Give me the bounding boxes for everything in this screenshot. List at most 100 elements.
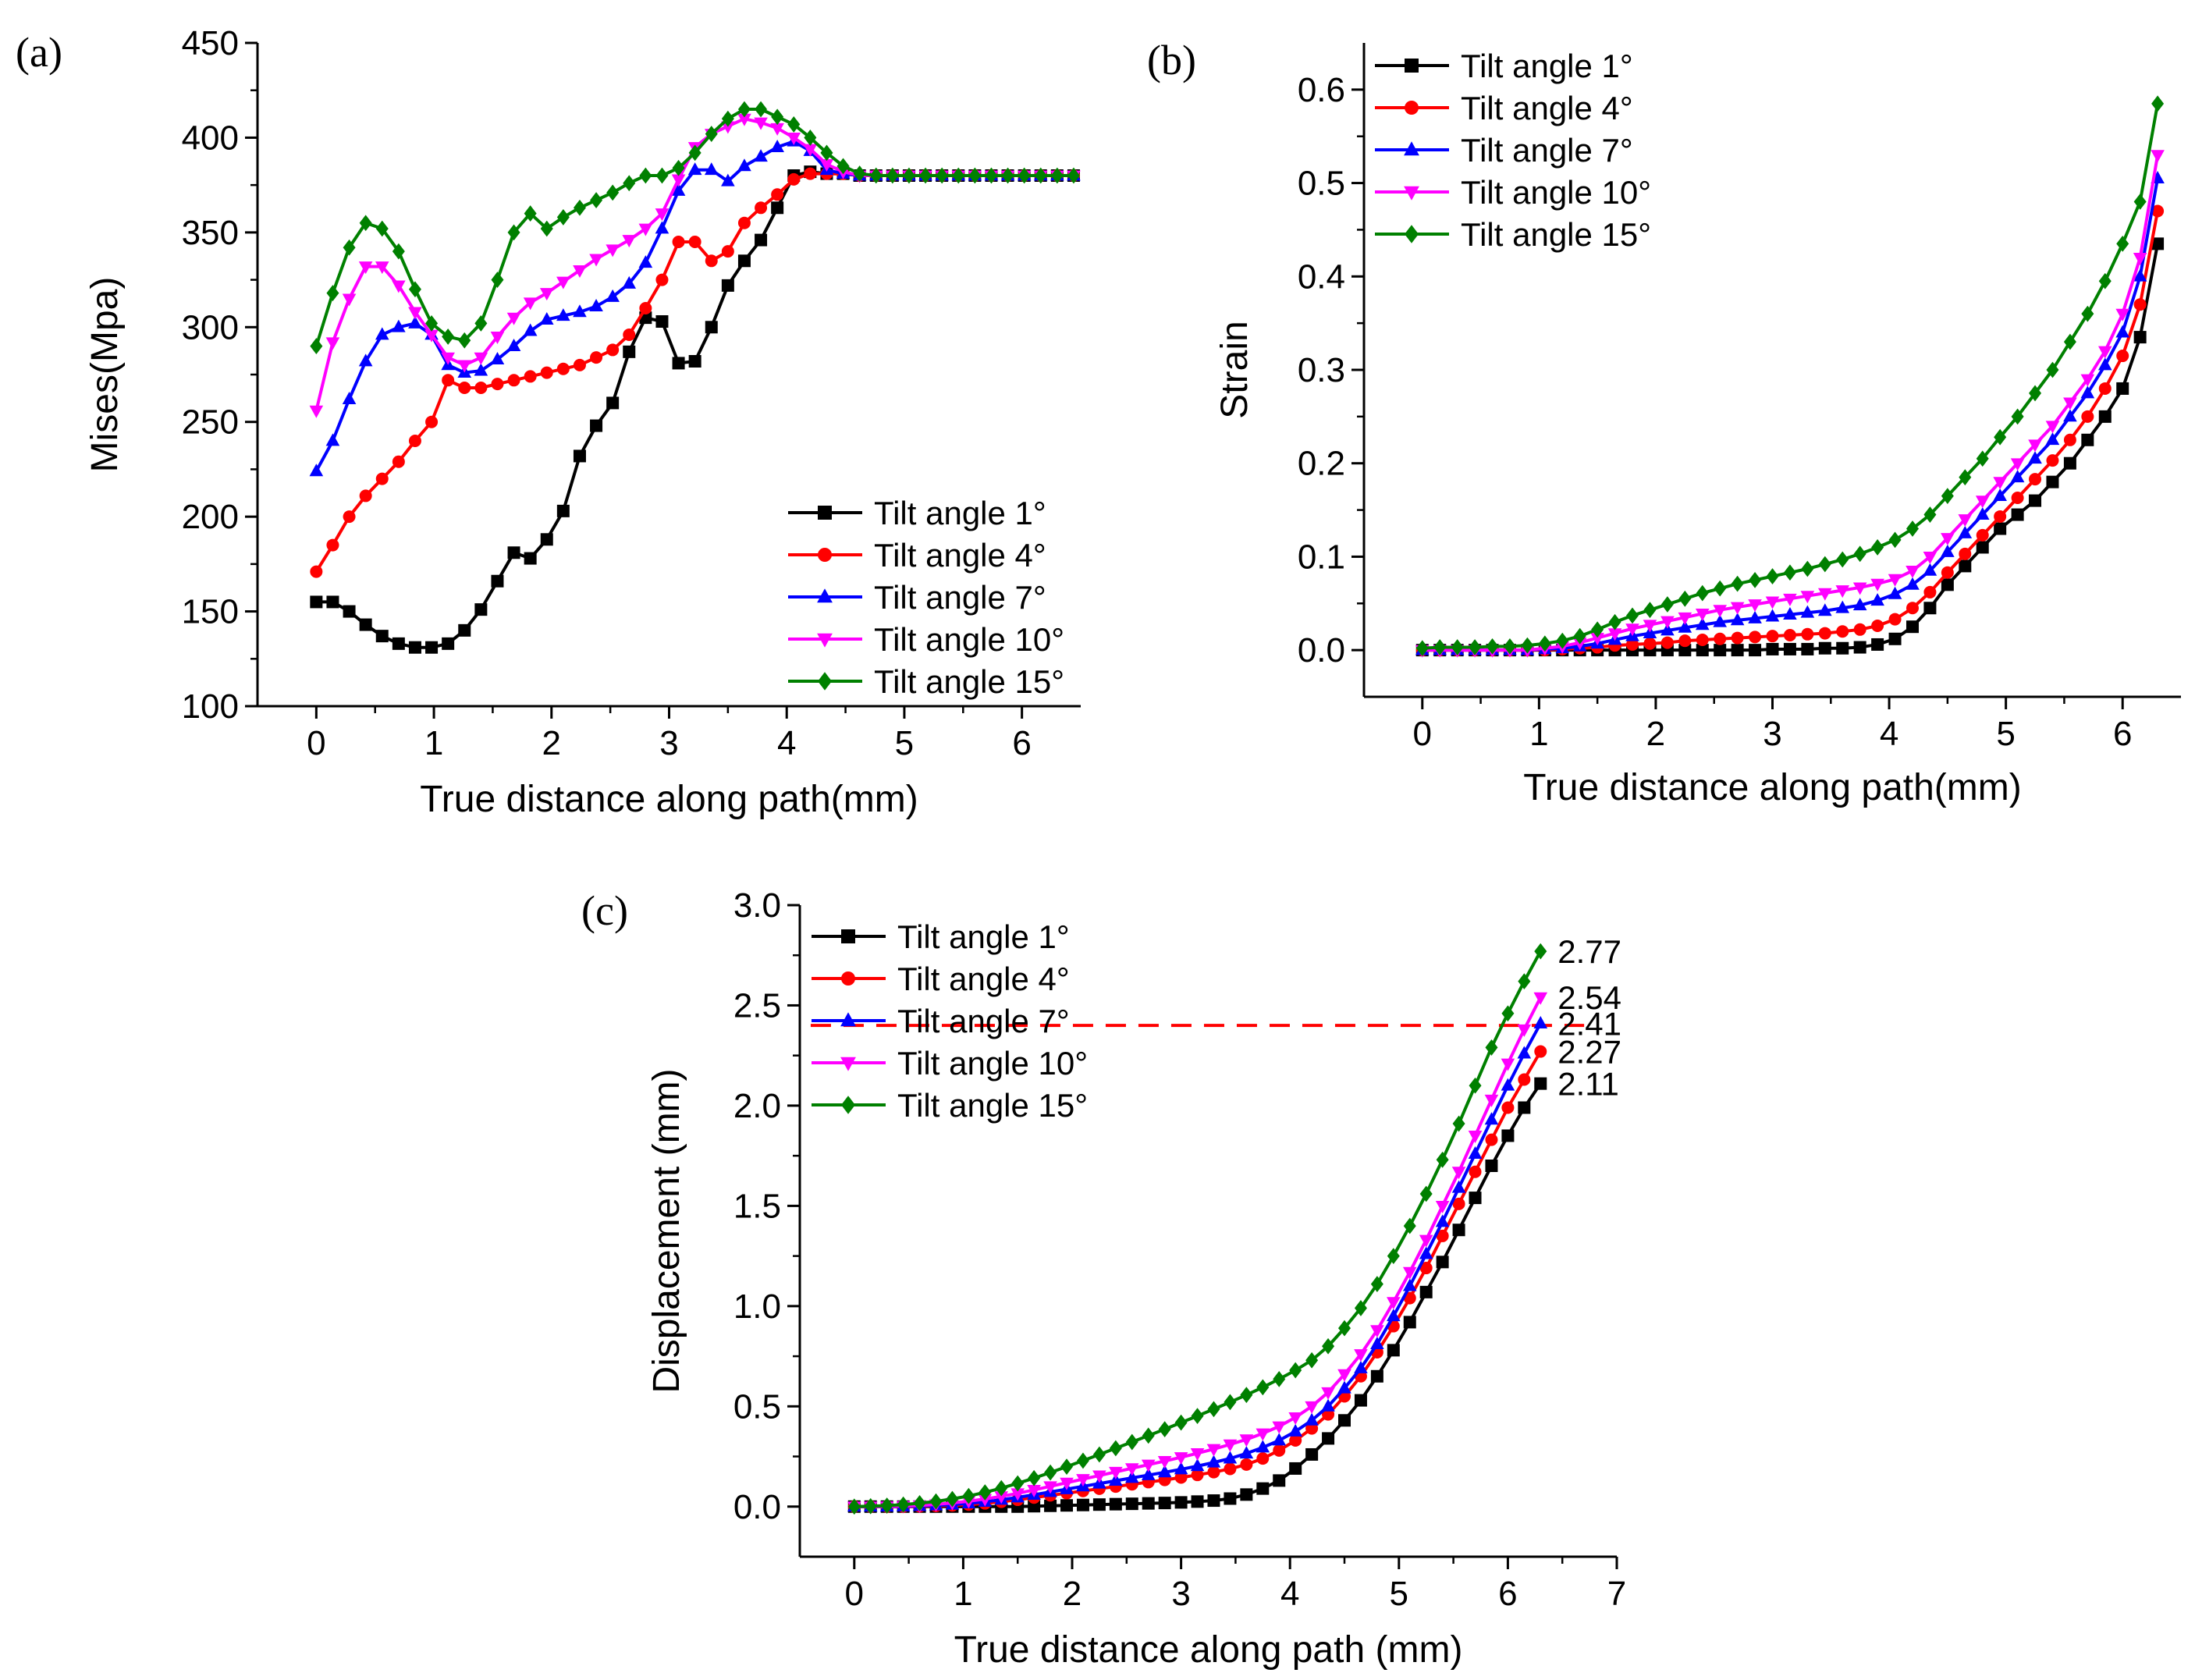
data-point (1765, 596, 1780, 609)
data-point (638, 255, 653, 268)
data-point (1941, 533, 1955, 546)
data-point (1289, 1362, 1302, 1379)
data-point (1888, 632, 1902, 645)
data-point (523, 323, 538, 336)
series-5 (1415, 95, 2165, 657)
end-labels: 2.77 2.542.412.272.11 (1557, 933, 1621, 1103)
data-point (1370, 1325, 1384, 1338)
data-point (392, 319, 406, 332)
data-point (1272, 1421, 1287, 1434)
data-point (2151, 150, 2165, 163)
data-point (1748, 599, 1762, 613)
data-point (1141, 1467, 1156, 1480)
data-point (2045, 432, 2060, 446)
data-point (655, 315, 669, 328)
data-point (1923, 563, 1937, 576)
data-point (507, 546, 520, 559)
data-point (1695, 609, 1710, 622)
data-point (573, 265, 587, 279)
data-point (310, 338, 323, 354)
data-point (1608, 613, 1621, 630)
data-point (343, 239, 356, 256)
data-point (1010, 1488, 1025, 1501)
data-point (2151, 95, 2165, 112)
data-point (968, 167, 982, 184)
data-point (1501, 1129, 1515, 1142)
data-point (606, 289, 620, 302)
data-point (622, 235, 637, 248)
data-point (1853, 545, 1866, 563)
data-point (1959, 547, 1972, 560)
data-point (1503, 638, 1516, 655)
data-point (2133, 268, 2147, 282)
data-point (1801, 642, 1814, 655)
data-point (771, 201, 784, 215)
data-point (847, 1498, 861, 1515)
data-point (1419, 1246, 1433, 1259)
y-tick-label: 100 (182, 687, 239, 726)
data-point (606, 184, 620, 201)
data-point (2133, 331, 2147, 344)
x-axis-label: True distance along path(mm) (1523, 767, 2022, 808)
data-point (474, 382, 488, 394)
legend-label: Tilt angle 7° (897, 1003, 1070, 1039)
data-point (1027, 1485, 1041, 1498)
data-point (655, 221, 670, 234)
x-tick-label: 0 (307, 724, 325, 762)
data-point (1321, 1387, 1335, 1400)
data-point (1800, 591, 1815, 604)
data-point (1730, 613, 1745, 626)
legend: Tilt angle 1° Tilt angle 4° Tilt angle 7° T… (1375, 48, 1651, 253)
data-point (491, 378, 504, 391)
data-point (1092, 1498, 1106, 1511)
data-point (1436, 1256, 1449, 1269)
data-point (458, 332, 471, 349)
data-point (1452, 1197, 1465, 1210)
data-point (1749, 630, 1762, 644)
x-tick-label: 1 (1529, 715, 1548, 753)
data-point (1607, 628, 1622, 641)
data-point (1923, 506, 1937, 523)
data-point (1256, 1482, 1270, 1495)
data-point (325, 337, 340, 350)
x-axis-label: True distance along path (mm) (954, 1629, 1463, 1671)
data-point (326, 595, 339, 609)
data-point (1240, 1488, 1253, 1501)
data-point (1714, 580, 1727, 597)
data-point (1749, 644, 1762, 657)
data-point (1174, 1414, 1188, 1431)
data-point (2029, 473, 2042, 486)
legend-entry: Tilt angle 4° (812, 961, 1070, 997)
data-point (1501, 1078, 1515, 1091)
legend-entry: Tilt angle 1° (812, 918, 1070, 955)
data-point (1518, 973, 1531, 990)
data-point (425, 641, 439, 654)
data-point (1501, 1058, 1515, 1071)
data-point (803, 144, 818, 157)
data-point (638, 223, 653, 236)
x-tick-label: 7 (1607, 1575, 1626, 1613)
legend-label: Tilt angle 10° (1461, 174, 1651, 211)
data-point (1321, 1398, 1335, 1412)
data-point (1871, 539, 1884, 556)
data-point (540, 366, 553, 379)
legend-label: Tilt angle 1° (897, 918, 1070, 955)
data-point (523, 297, 538, 311)
data-point (490, 332, 505, 345)
legend-entry: Tilt angle 10° (812, 1045, 1088, 1082)
data-point (902, 167, 915, 184)
data-point (1289, 1462, 1302, 1475)
data-point (424, 329, 439, 343)
x-tick-label: 3 (659, 724, 678, 762)
data-point (836, 158, 850, 175)
data-point (1518, 1073, 1531, 1086)
data-point (2133, 298, 2147, 311)
data-point (1660, 623, 1675, 636)
data-point (1288, 1412, 1302, 1426)
data-point (1109, 1440, 1122, 1457)
data-point (1485, 1133, 1498, 1146)
data-point (1696, 644, 1709, 657)
data-point (1354, 1349, 1368, 1362)
data-point (425, 415, 439, 428)
data-point (540, 220, 553, 237)
